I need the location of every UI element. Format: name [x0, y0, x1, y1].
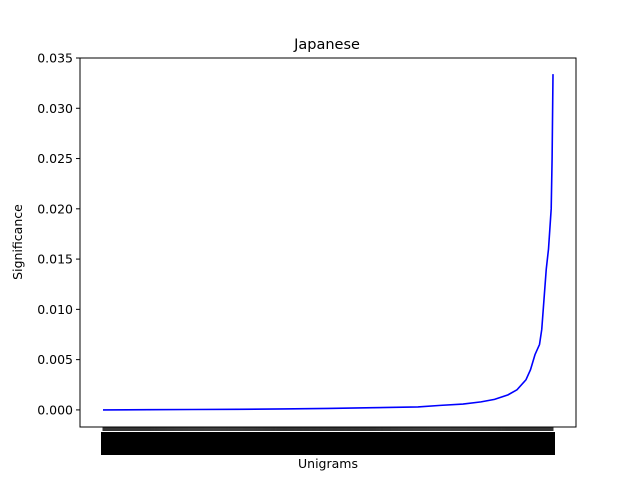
y-axis: 0.000 0.005 0.010 0.015 0.020 0.025 0.030 0.035 [37, 51, 80, 417]
x-axis [101, 427, 555, 455]
chart-title: Japanese [293, 37, 360, 53]
y-tick-label: 0.030 [37, 101, 73, 116]
y-tick-label: 0.035 [37, 51, 73, 66]
y-tick-label: 0.015 [37, 252, 73, 267]
series-line [102, 74, 554, 411]
y-tick-label: 0.005 [37, 352, 73, 367]
x-axis-label: Unigrams [298, 456, 358, 471]
plot-area [79, 57, 577, 428]
y-tick-label: 0.025 [37, 151, 73, 166]
y-tick-label: 0.020 [37, 201, 73, 216]
x-tick-label-band [101, 432, 555, 455]
y-axis-label: Significance [10, 204, 25, 280]
y-tick-label: 0.010 [37, 302, 73, 317]
y-tick-label: 0.000 [37, 402, 73, 417]
